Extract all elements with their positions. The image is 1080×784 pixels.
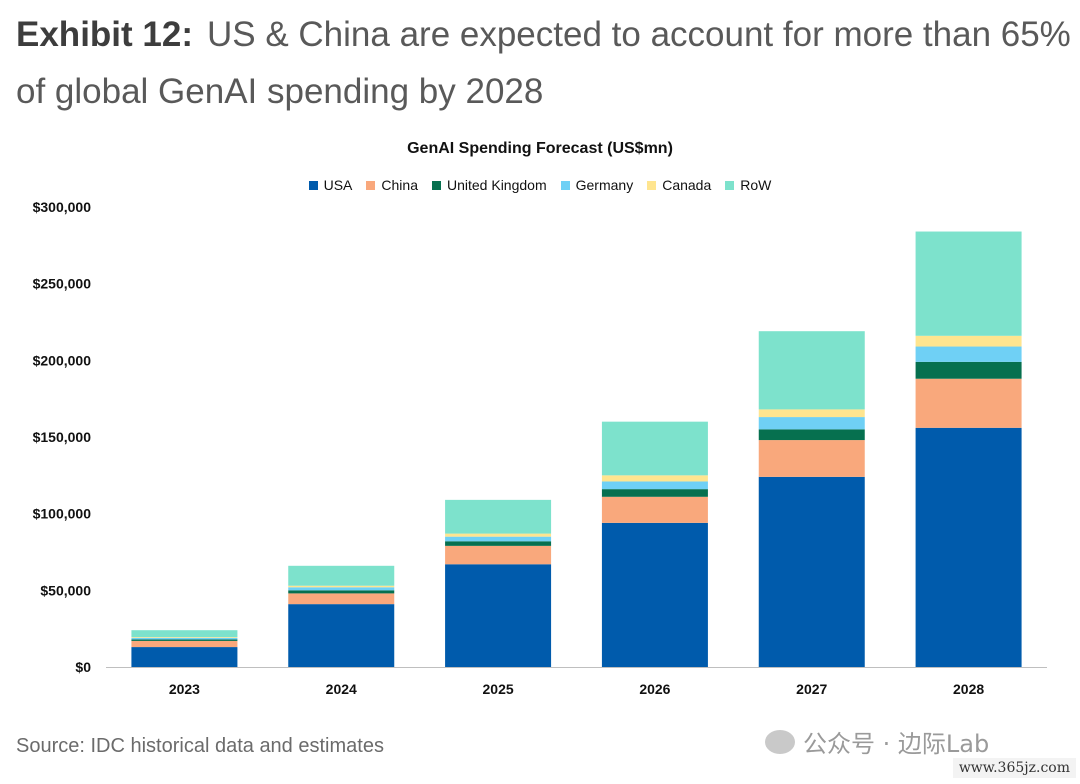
chart-title: GenAI Spending Forecast (US$mn) — [407, 140, 673, 157]
bar-segment-china — [758, 440, 865, 477]
bar-segment-china — [288, 593, 395, 605]
wechat-icon — [765, 729, 795, 754]
y-tick-label: $100,000 — [33, 506, 92, 522]
bar-segment-germany — [601, 481, 708, 490]
legend-label: USA — [323, 177, 353, 193]
bar-segment-united-kingdom — [758, 429, 865, 441]
exhibit-text: US & China are expected to account for m… — [16, 15, 1071, 111]
x-tick-label: 2026 — [639, 681, 670, 697]
legend-swatch — [647, 180, 657, 190]
legend-swatch — [308, 180, 318, 190]
legend-item-china: China — [366, 177, 418, 193]
bar-segment-germany — [915, 346, 1022, 362]
source-note: Source: IDC historical data and estimate… — [16, 735, 384, 757]
site-watermark: www.365jz.com — [952, 758, 1076, 778]
legend-item-usa: USA — [308, 177, 353, 193]
legend-swatch — [432, 180, 441, 190]
y-tick-label: $150,000 — [33, 429, 92, 445]
legend-label: Germany — [575, 177, 634, 193]
bar-segment-united-kingdom — [445, 541, 552, 546]
bar-segment-canada — [288, 585, 395, 588]
legend-label: RoW — [740, 177, 772, 193]
bar-segment-united-kingdom — [601, 489, 708, 497]
bar-segment-united-kingdom — [288, 590, 395, 594]
bar-segment-usa — [758, 476, 865, 667]
y-tick-label: $200,000 — [33, 352, 92, 368]
legend-item-united-kingdom: United Kingdom — [432, 177, 547, 193]
bar-segment-germany — [288, 587, 395, 591]
legend-label: United Kingdom — [447, 177, 547, 193]
x-tick-label: 2027 — [796, 681, 827, 697]
bar-segment-usa — [131, 647, 238, 667]
bar-segment-canada — [915, 335, 1022, 347]
y-tick-label: $0 — [75, 659, 91, 675]
watermark: 公众号 · 边际Lab — [765, 724, 989, 759]
x-tick-label: 2025 — [483, 681, 514, 697]
bar-segment-row — [915, 231, 1022, 336]
legend-item-germany: Germany — [560, 177, 634, 193]
legend-label: Canada — [662, 177, 712, 193]
bar-segment-canada — [445, 533, 552, 537]
legend-item-canada: Canada — [647, 177, 711, 193]
legend-swatch — [560, 180, 570, 190]
bar-segment-germany — [131, 637, 238, 640]
bar-segment-china — [131, 640, 238, 648]
exhibit-heading: Exhibit 12: US & China are expected to ac… — [16, 6, 1071, 120]
legend-item-row: RoW — [725, 177, 771, 193]
bar-segment-row — [758, 331, 865, 410]
bar-segment-united-kingdom — [915, 361, 1022, 379]
x-tick-label: 2024 — [326, 681, 357, 697]
bar-segment-usa — [445, 564, 552, 667]
bar-segment-germany — [758, 417, 865, 430]
bar-segment-canada — [601, 475, 708, 482]
bar-segment-china — [601, 496, 708, 523]
legend-swatch — [366, 180, 376, 190]
bar-segment-row — [288, 565, 395, 586]
bar-segment-usa — [601, 522, 708, 667]
bar-segment-china — [915, 378, 1022, 428]
bar-segment-usa — [915, 427, 1022, 667]
y-tick-label: $50,000 — [40, 582, 91, 598]
bar-segment-united-kingdom — [131, 639, 238, 641]
y-tick-label: $300,000 — [33, 199, 92, 215]
bar-segment-row — [131, 630, 238, 638]
bar-segment-usa — [288, 604, 395, 667]
exhibit-label: Exhibit 12: — [16, 15, 193, 54]
bar-segment-germany — [445, 536, 552, 542]
legend-swatch — [725, 180, 735, 190]
bar-segment-row — [445, 499, 552, 534]
y-tick-label: $250,000 — [33, 276, 92, 292]
legend-label: China — [381, 177, 418, 193]
bar-segment-china — [445, 545, 552, 565]
x-tick-label: 2023 — [169, 681, 200, 697]
chart-legend: USA China United Kingdom Germany Canada … — [0, 177, 1080, 193]
bar-segment-canada — [131, 637, 238, 638]
x-tick-label: 2028 — [953, 681, 984, 697]
bar-segment-canada — [758, 409, 865, 418]
watermark-text: 公众号 · 边际Lab — [803, 730, 990, 758]
bar-segment-row — [601, 421, 708, 476]
